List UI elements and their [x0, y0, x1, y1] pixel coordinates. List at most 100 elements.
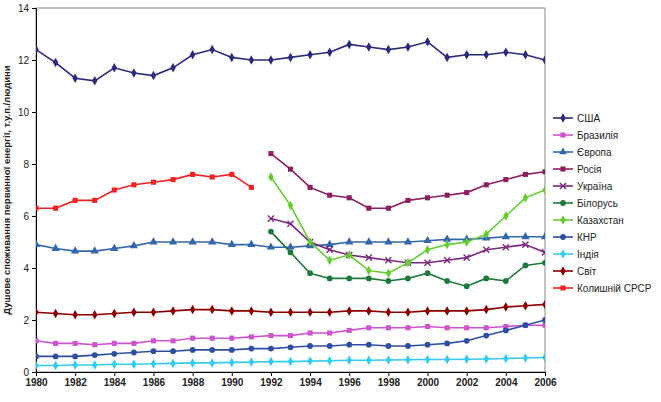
series-marker — [267, 242, 275, 249]
series-marker — [347, 328, 352, 333]
x-tick: 1986 — [143, 372, 166, 388]
series-marker — [503, 47, 508, 56]
series-marker — [190, 50, 195, 59]
series-marker — [541, 232, 545, 239]
series-marker — [405, 343, 411, 349]
series-marker — [36, 240, 40, 247]
series-marker — [503, 244, 509, 250]
legend-marker — [560, 166, 565, 171]
series-marker — [268, 229, 274, 235]
series-marker — [131, 359, 136, 368]
series-marker — [483, 333, 489, 339]
y-tick: 12 — [18, 55, 36, 66]
series-marker — [307, 343, 313, 349]
series-marker — [385, 257, 391, 263]
series-marker — [366, 206, 371, 211]
x-tick-label: 2006 — [534, 377, 557, 388]
series-marker — [327, 330, 332, 335]
series-marker — [190, 358, 195, 367]
series-marker — [345, 237, 353, 244]
x-tick-mark — [467, 372, 468, 376]
x-tick: 1996 — [339, 372, 362, 388]
series-marker — [268, 216, 274, 222]
series-marker — [210, 336, 215, 341]
series-marker — [229, 172, 234, 177]
series-marker — [503, 177, 508, 182]
legend-label: Європа — [577, 147, 612, 158]
series-marker — [542, 323, 545, 328]
legend-label: Колишній СРСР — [577, 283, 652, 294]
series-marker — [307, 270, 313, 276]
series-marker — [151, 348, 157, 354]
series-marker — [366, 42, 371, 51]
series-marker — [131, 341, 136, 346]
series-marker — [36, 206, 39, 211]
series-marker — [444, 240, 449, 249]
series-marker — [386, 325, 391, 330]
series-line — [271, 177, 545, 273]
series-marker — [91, 246, 99, 253]
series — [36, 172, 254, 211]
x-tick-label: 1990 — [221, 377, 244, 388]
series-marker — [425, 306, 430, 315]
legend-label: Індія — [577, 249, 599, 260]
series-marker — [542, 317, 545, 323]
y-tick: 0 — [23, 367, 36, 378]
y-tick-mark — [32, 320, 36, 321]
series-marker — [170, 306, 175, 315]
series-marker — [503, 302, 508, 311]
series-marker — [71, 246, 79, 253]
x-tick-label: 1994 — [299, 377, 322, 388]
series-marker — [444, 278, 450, 284]
series-marker — [53, 206, 58, 211]
x-tick-label: 1982 — [65, 377, 88, 388]
legend-label: КНР — [577, 232, 597, 243]
y-tick-label: 6 — [23, 211, 29, 222]
series-marker — [502, 232, 510, 239]
series-marker — [366, 342, 372, 348]
series-marker — [36, 354, 39, 360]
chart: 1980198219841986198819901992199419961998… — [0, 0, 661, 402]
series-marker — [288, 307, 293, 316]
series-marker — [523, 322, 529, 328]
series-marker — [92, 352, 98, 358]
series-marker — [444, 341, 450, 347]
series-marker — [209, 45, 214, 54]
x-tick: 2006 — [534, 372, 557, 388]
series-marker — [424, 260, 430, 266]
series-marker — [111, 351, 117, 357]
x-tick: 1994 — [299, 372, 322, 388]
x-tick-mark — [153, 372, 154, 376]
series-marker — [444, 306, 449, 315]
series-marker — [346, 276, 352, 282]
x-tick: 2004 — [495, 372, 518, 388]
series-marker — [208, 237, 216, 244]
series-marker — [327, 247, 333, 253]
y-tick-label: 2 — [23, 315, 29, 326]
legend-label: Росія — [577, 164, 601, 175]
series-marker — [425, 195, 430, 200]
series-marker — [521, 232, 529, 239]
legend-marker — [560, 183, 566, 189]
series-line — [36, 320, 545, 356]
series-marker — [307, 237, 312, 246]
x-tick-mark — [75, 372, 76, 376]
series-marker — [327, 343, 333, 349]
series-marker — [483, 276, 489, 282]
series-marker — [190, 347, 196, 353]
series-line — [36, 174, 251, 208]
series-marker — [444, 355, 449, 364]
series-marker — [112, 309, 117, 318]
series-marker — [170, 359, 175, 368]
series-marker — [190, 336, 195, 341]
legend-marker — [560, 234, 566, 240]
y-axis-line — [32, 9, 37, 373]
series-marker — [209, 347, 215, 353]
series-marker — [229, 347, 235, 353]
series-marker — [327, 255, 332, 264]
series-marker — [112, 187, 117, 192]
legend-item: Білорусь — [553, 198, 618, 209]
series-marker — [209, 358, 214, 367]
x-axis: 1980198219841986198819901992199419961998… — [25, 372, 557, 388]
x-tick-label: 1980 — [25, 377, 48, 388]
